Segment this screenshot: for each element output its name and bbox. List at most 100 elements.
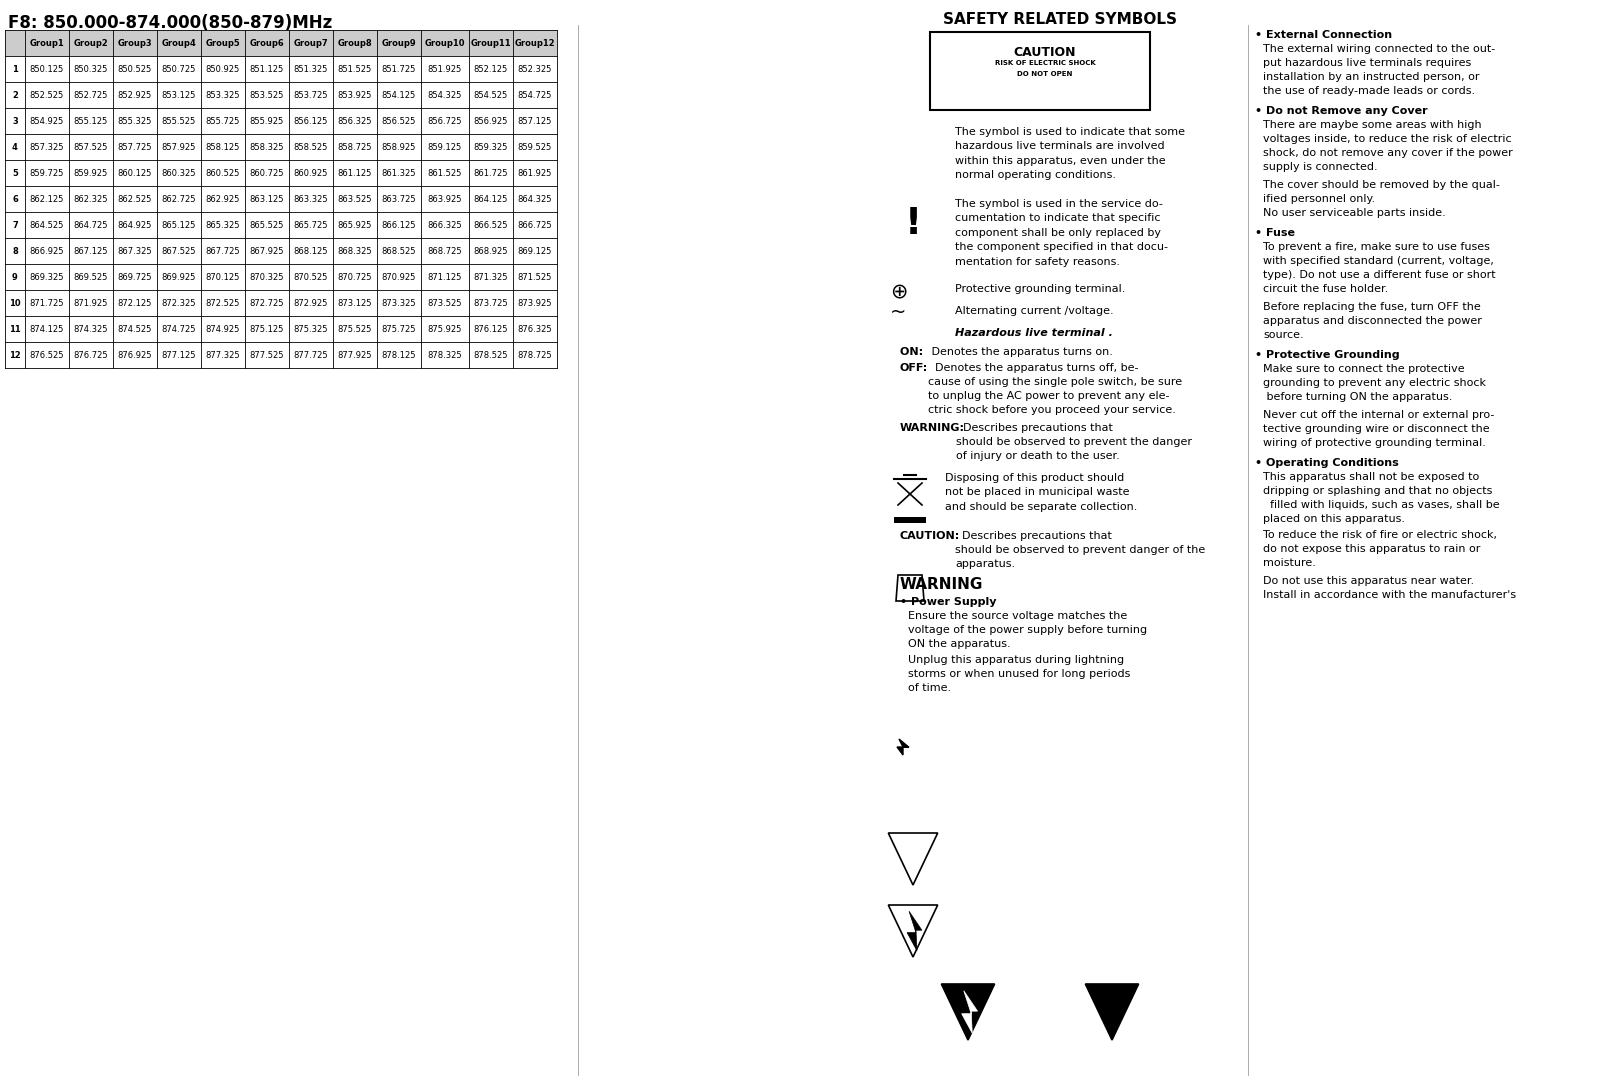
Text: 875.325: 875.325 [294, 325, 328, 333]
Text: 863.325: 863.325 [294, 195, 328, 203]
Text: 10: 10 [10, 299, 21, 307]
Text: 859.525: 859.525 [518, 143, 552, 151]
Text: 853.325: 853.325 [205, 91, 240, 100]
Text: 3: 3 [13, 117, 18, 126]
Text: 2: 2 [11, 91, 18, 100]
Text: 872.925: 872.925 [294, 299, 328, 307]
Text: 863.525: 863.525 [337, 195, 371, 203]
Text: 863.725: 863.725 [381, 195, 416, 203]
Bar [245, 30, 289, 56]
Bar [332, 30, 376, 56]
Text: To reduce the risk of fire or electric shock,
do not expose this apparatus to ra: To reduce the risk of fire or electric s… [1262, 530, 1496, 568]
Polygon shape [896, 739, 909, 755]
Text: 871.325: 871.325 [473, 273, 508, 281]
Text: 6: 6 [11, 195, 18, 203]
Text: 876.725: 876.725 [74, 351, 108, 359]
Text: WARNING:: WARNING: [899, 423, 965, 433]
Text: • Fuse: • Fuse [1254, 228, 1294, 238]
Text: 870.125: 870.125 [205, 273, 240, 281]
Text: Never cut off the internal or external pro-
tective grounding wire or disconnect: Never cut off the internal or external p… [1262, 410, 1493, 448]
Bar [513, 30, 557, 56]
Text: 859.725: 859.725 [29, 169, 65, 177]
Polygon shape [1085, 984, 1138, 1040]
Text: Describes precautions that
should be observed to prevent danger of the
apparatus: Describes precautions that should be obs… [954, 531, 1204, 569]
Text: 860.125: 860.125 [118, 169, 152, 177]
Text: 870.325: 870.325 [250, 273, 284, 281]
Text: Group9: Group9 [381, 39, 416, 48]
Text: 872.725: 872.725 [250, 299, 284, 307]
Text: 860.525: 860.525 [205, 169, 240, 177]
Text: The cover should be removed by the qual-
ified personnel only.
No user serviceab: The cover should be removed by the qual-… [1262, 180, 1499, 217]
Text: 852.125: 852.125 [473, 65, 508, 74]
Text: 868.525: 868.525 [381, 247, 416, 255]
Text: 868.925: 868.925 [473, 247, 508, 255]
Text: • Protective Grounding: • Protective Grounding [1254, 349, 1399, 360]
Text: 878.325: 878.325 [428, 351, 462, 359]
Bar [157, 30, 200, 56]
Text: Unplug this apparatus during lightning
storms or when unused for long periods
of: Unplug this apparatus during lightning s… [907, 655, 1130, 692]
Text: 875.125: 875.125 [250, 325, 284, 333]
Text: 860.725: 860.725 [250, 169, 284, 177]
Text: 864.125: 864.125 [473, 195, 508, 203]
Text: 862.925: 862.925 [205, 195, 240, 203]
Text: 871.525: 871.525 [518, 273, 552, 281]
Text: To prevent a fire, make sure to use fuses
with specified standard (current, volt: To prevent a fire, make sure to use fuse… [1262, 242, 1495, 294]
Text: 866.325: 866.325 [428, 221, 462, 229]
Bar [930, 32, 1149, 110]
Text: 869.925: 869.925 [161, 273, 195, 281]
Text: 850.325: 850.325 [74, 65, 108, 74]
Text: 874.325: 874.325 [74, 325, 108, 333]
Polygon shape [941, 984, 994, 1040]
Text: 878.525: 878.525 [473, 351, 508, 359]
Text: Group4: Group4 [161, 39, 197, 48]
Text: SAFETY RELATED SYMBOLS: SAFETY RELATED SYMBOLS [943, 12, 1177, 27]
Text: Group10: Group10 [424, 39, 465, 48]
Text: 859.925: 859.925 [74, 169, 108, 177]
Text: 858.925: 858.925 [381, 143, 416, 151]
Text: 870.525: 870.525 [294, 273, 328, 281]
Text: 872.125: 872.125 [118, 299, 152, 307]
Text: 875.525: 875.525 [337, 325, 371, 333]
Text: 874.925: 874.925 [205, 325, 240, 333]
Text: 852.525: 852.525 [29, 91, 65, 100]
Text: 854.325: 854.325 [428, 91, 462, 100]
Text: Do not use this apparatus near water.: Do not use this apparatus near water. [1262, 576, 1474, 586]
Polygon shape [888, 833, 938, 885]
Text: Install in accordance with the manufacturer's: Install in accordance with the manufactu… [1262, 590, 1516, 601]
Text: Group5: Group5 [205, 39, 240, 48]
Text: 869.725: 869.725 [118, 273, 152, 281]
Text: 861.325: 861.325 [381, 169, 416, 177]
Text: 868.325: 868.325 [337, 247, 373, 255]
Text: • External Connection: • External Connection [1254, 30, 1391, 40]
Text: 867.925: 867.925 [250, 247, 284, 255]
Text: 862.125: 862.125 [29, 195, 65, 203]
Text: 878.725: 878.725 [518, 351, 552, 359]
Bar [376, 30, 421, 56]
Text: 850.925: 850.925 [205, 65, 240, 74]
Text: 869.325: 869.325 [29, 273, 65, 281]
Text: 866.925: 866.925 [29, 247, 65, 255]
Text: !: ! [904, 207, 922, 242]
Text: 876.325: 876.325 [518, 325, 552, 333]
Text: • Do not Remove any Cover: • Do not Remove any Cover [1254, 106, 1427, 116]
Text: ON:: ON: [899, 347, 926, 357]
Text: !: ! [1102, 52, 1120, 92]
Text: 850.125: 850.125 [29, 65, 65, 74]
Text: 873.925: 873.925 [518, 299, 552, 307]
Text: 856.725: 856.725 [428, 117, 462, 126]
Text: 872.325: 872.325 [161, 299, 197, 307]
Text: 857.525: 857.525 [74, 143, 108, 151]
Text: 4: 4 [11, 143, 18, 151]
Text: 854.125: 854.125 [381, 91, 416, 100]
Text: 857.125: 857.125 [518, 117, 552, 126]
Text: 851.125: 851.125 [250, 65, 284, 74]
Text: Group3: Group3 [118, 39, 152, 48]
Text: 871.725: 871.725 [29, 299, 65, 307]
Text: 856.125: 856.125 [294, 117, 328, 126]
Text: 857.325: 857.325 [29, 143, 65, 151]
Text: Alternating current /voltage.: Alternating current /voltage. [954, 306, 1114, 316]
Text: 866.125: 866.125 [381, 221, 416, 229]
Text: 870.925: 870.925 [381, 273, 416, 281]
Text: 858.725: 858.725 [337, 143, 371, 151]
Text: 850.525: 850.525 [118, 65, 152, 74]
